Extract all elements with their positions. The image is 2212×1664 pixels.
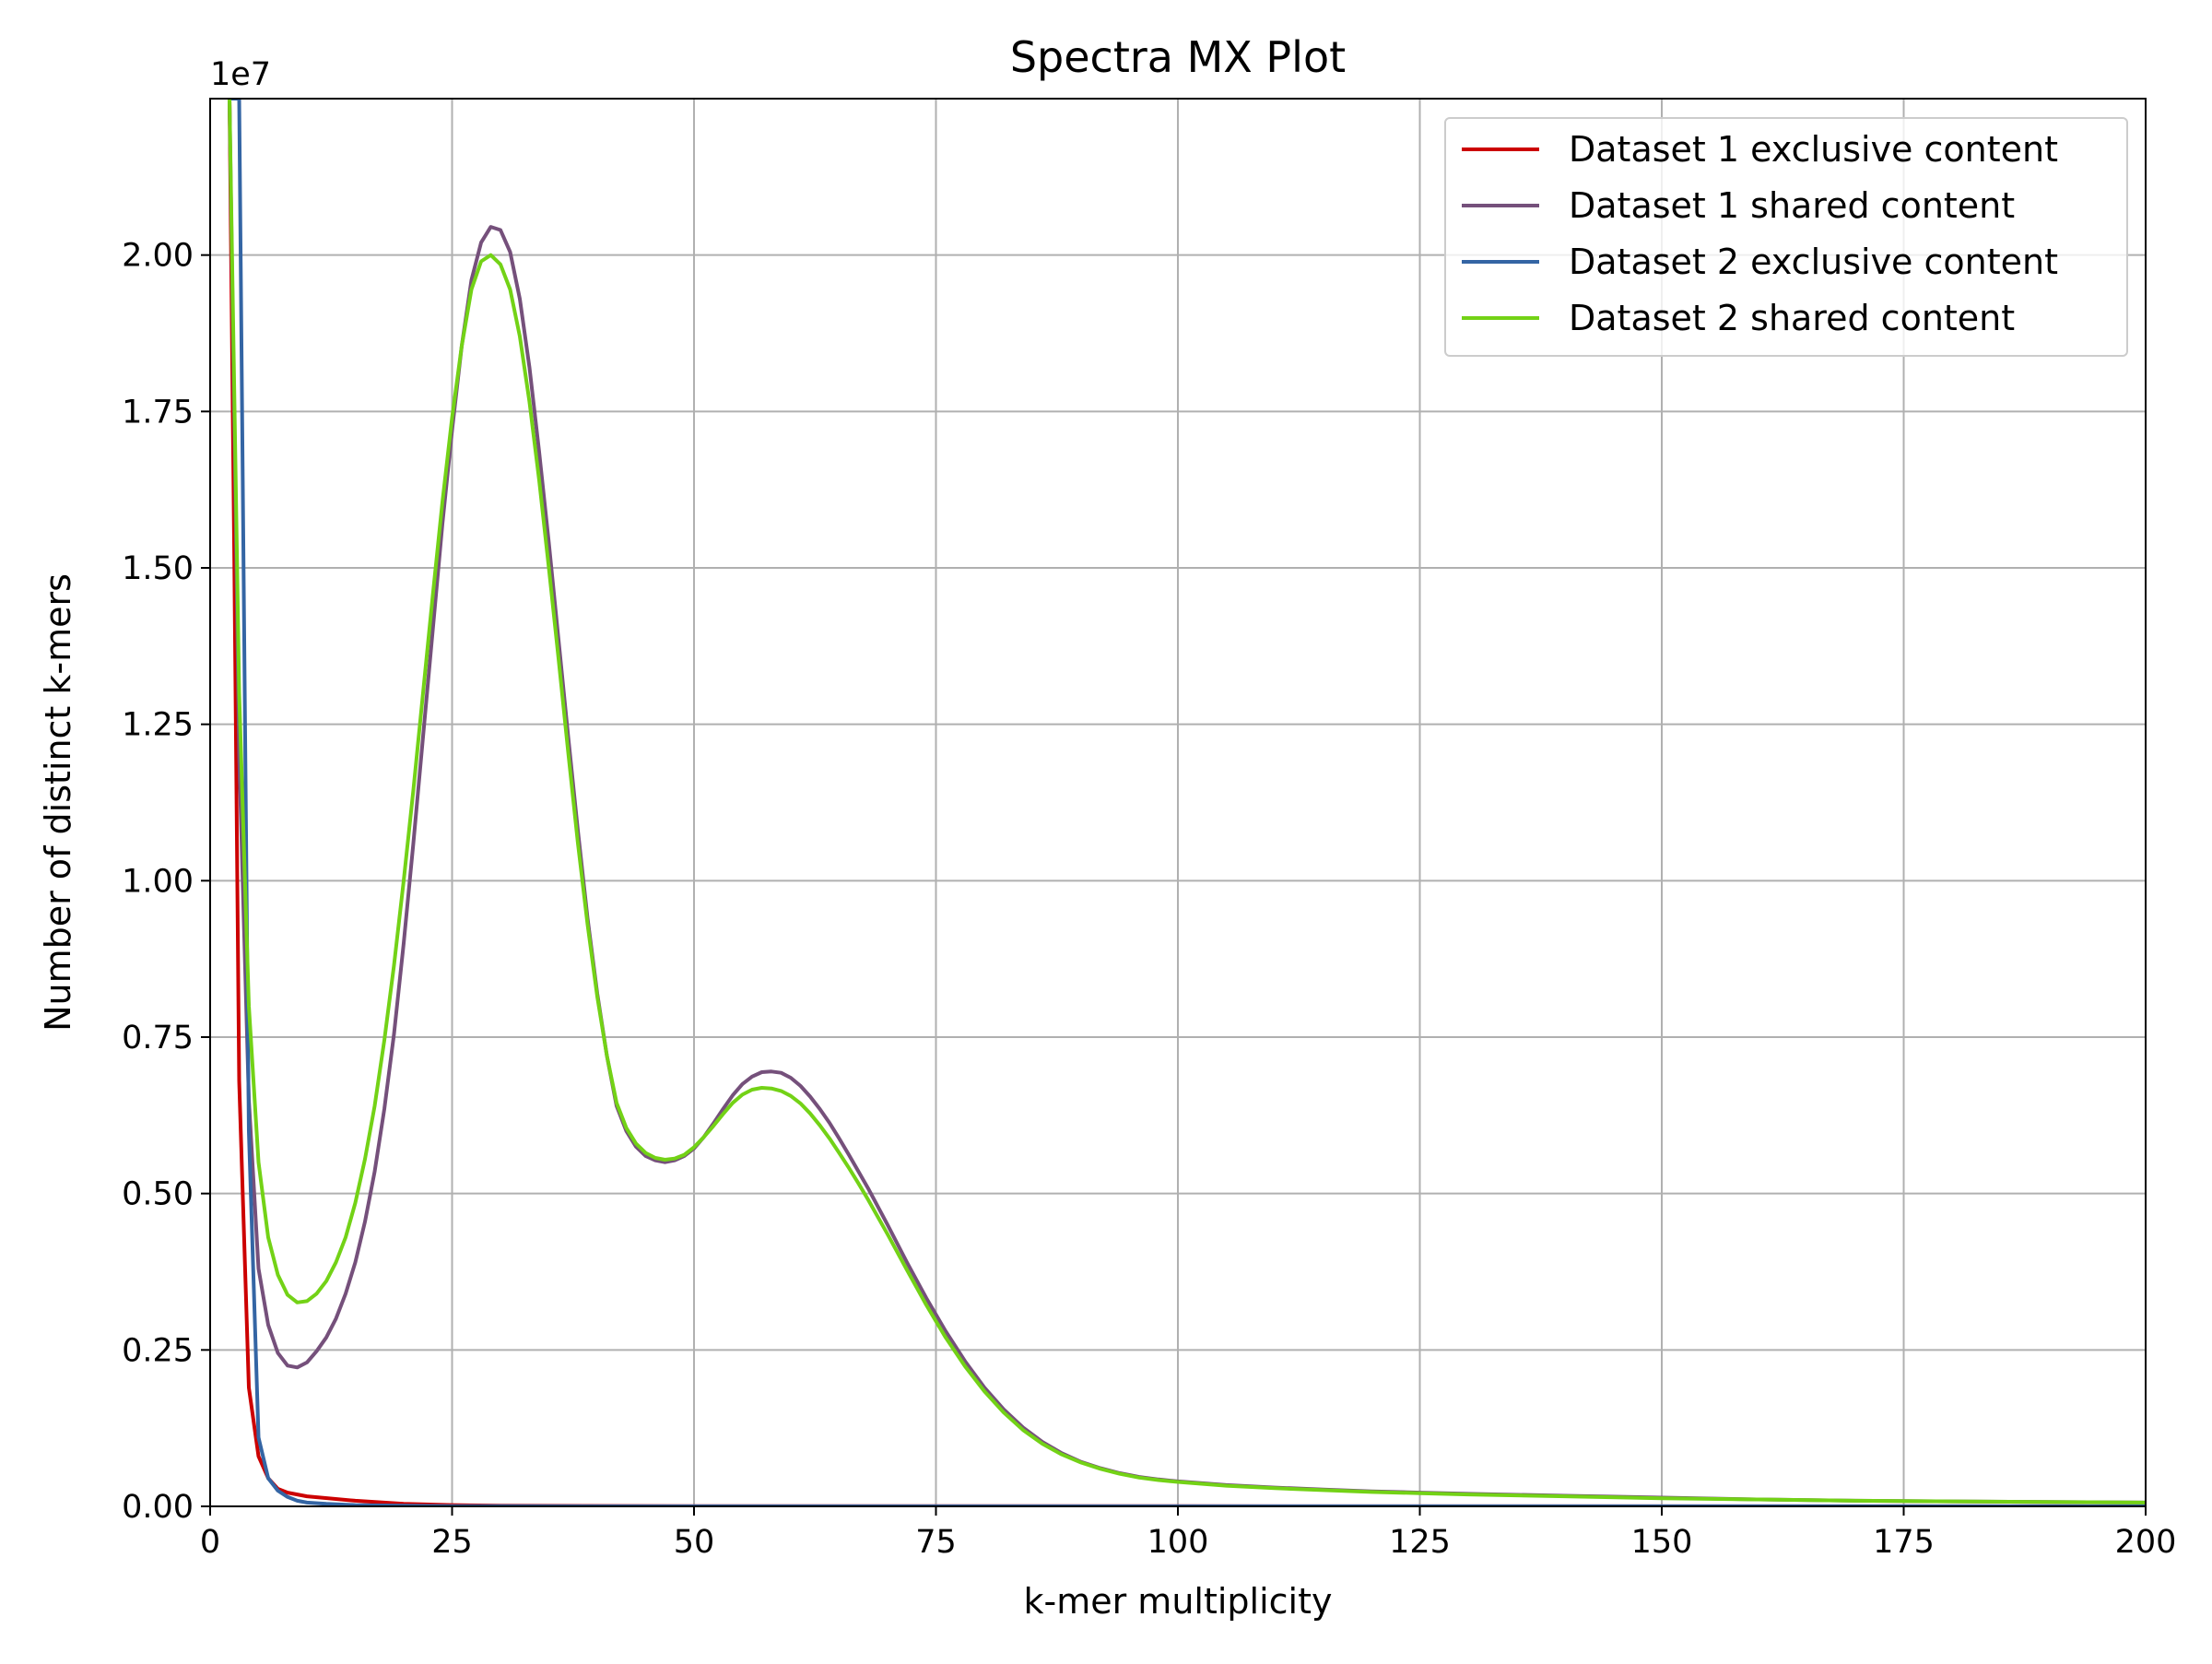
legend-box [1444,117,2128,357]
y-tick-label: 1.25 [122,707,194,744]
legend-label-3: Dataset 2 exclusive content [1569,242,2058,282]
y-tick-label: 1.00 [122,863,194,900]
x-tick-label: 25 [431,1524,473,1561]
legend-items: Dataset 1 exclusive content Dataset 1 sha… [1462,129,2058,338]
y-tick-label: 0.00 [122,1489,194,1526]
x-tick-label: 75 [915,1524,957,1561]
y-axis-label: Number of distinct k-mers [38,573,78,1032]
legend: Dataset 1 exclusive content Dataset 1 sha… [1444,117,2128,357]
x-tick-label: 0 [200,1524,220,1561]
legend-label-1: Dataset 1 exclusive content [1569,129,2058,170]
y-tick-label: 0.25 [122,1332,194,1369]
x-tick-label: 175 [1873,1524,1935,1561]
x-tick-label: 125 [1389,1524,1451,1561]
series-line-4 [228,99,2146,1505]
x-axis-label: k-mer multiplicity [1023,1581,1332,1622]
tick-layer: 0 25 50 75 100 125 150 175 200 0.00 0.25 0.50 0.75 1.… [122,238,2176,1561]
x-tick-label: 100 [1147,1524,1209,1561]
legend-label-2: Dataset 1 shared content [1569,185,2015,226]
x-tick-label: 150 [1631,1524,1693,1561]
y-tick-label: 0.75 [122,1020,194,1056]
y-tick-label: 0.50 [122,1176,194,1213]
y-tick-label: 1.75 [122,394,194,431]
y-axis-offset-label: 1e7 [210,56,271,93]
x-tick-label: 200 [2115,1524,2177,1561]
chart-title: Spectra MX Plot [1010,32,1346,82]
y-tick-label: 2.00 [122,238,194,275]
y-tick-label: 1.50 [122,550,194,587]
legend-label-4: Dataset 2 shared content [1569,298,2015,338]
x-tick-label: 50 [674,1524,715,1561]
